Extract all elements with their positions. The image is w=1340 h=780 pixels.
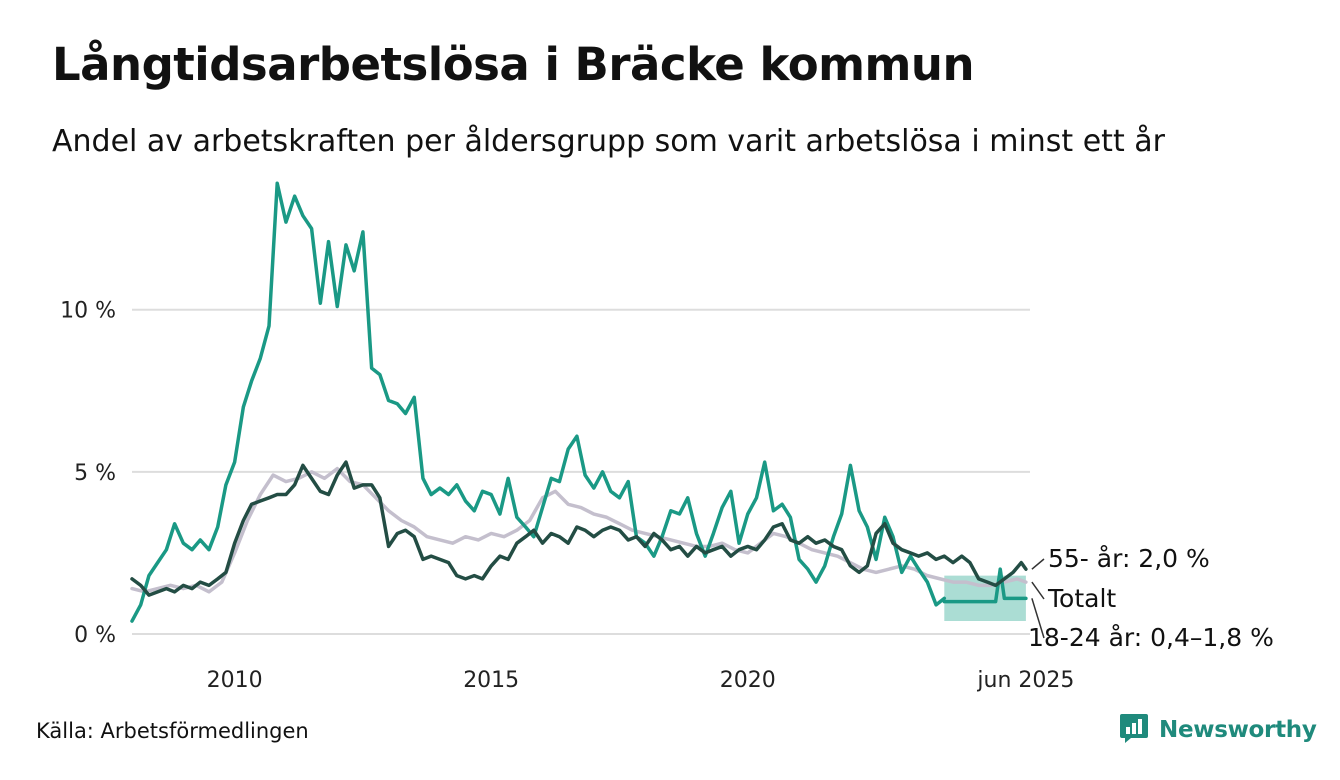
x-tick-label: 2015 xyxy=(463,668,519,693)
brand-name: Newsworthy xyxy=(1159,717,1317,743)
end-label-18-24-leader xyxy=(1031,598,1045,639)
end-label-total: Totalt xyxy=(1047,584,1116,613)
source-note: Källa: Arbetsförmedlingen xyxy=(36,719,309,743)
series-line-total xyxy=(130,466,1028,594)
chart-title: Långtidsarbetslösa i Bräcke kommun xyxy=(52,38,974,91)
series-line-18-24 xyxy=(130,181,947,623)
chart-subtitle: Andel av arbetskraften per åldersgrupp s… xyxy=(52,124,1165,159)
end-label-total-leader xyxy=(1031,581,1045,600)
end-label-55-leader xyxy=(1031,558,1045,570)
x-tick-label: 2020 xyxy=(720,668,776,693)
band-layer xyxy=(944,575,1026,622)
x-tick-label: jun 2025 xyxy=(976,668,1074,693)
newsworthy-logo-icon xyxy=(1119,712,1149,748)
end-label-18-24: 18-24 år: 0,4–1,8 % xyxy=(1028,623,1274,652)
y-tick-label: 0 % xyxy=(74,623,116,648)
series-band-18-24 xyxy=(944,575,1026,622)
end-label-55: 55- år: 2,0 % xyxy=(1048,544,1210,573)
tick-layer: 0 % 5 % 10 % 2010 2015 2020 jun 2025 xyxy=(60,299,1074,693)
series-layer xyxy=(130,181,1028,623)
brand-logo[interactable]: Newsworthy xyxy=(1119,712,1317,748)
y-tick-label: 10 % xyxy=(60,299,116,324)
end-label-layer: 55- år: 2,0 % Totalt 18-24 år: 0,4–1,8 % xyxy=(1028,544,1274,652)
y-tick-label: 5 % xyxy=(74,461,116,486)
series-line-55 xyxy=(130,460,1028,597)
grid-layer xyxy=(132,308,1030,635)
x-tick-label: 2010 xyxy=(207,668,263,693)
